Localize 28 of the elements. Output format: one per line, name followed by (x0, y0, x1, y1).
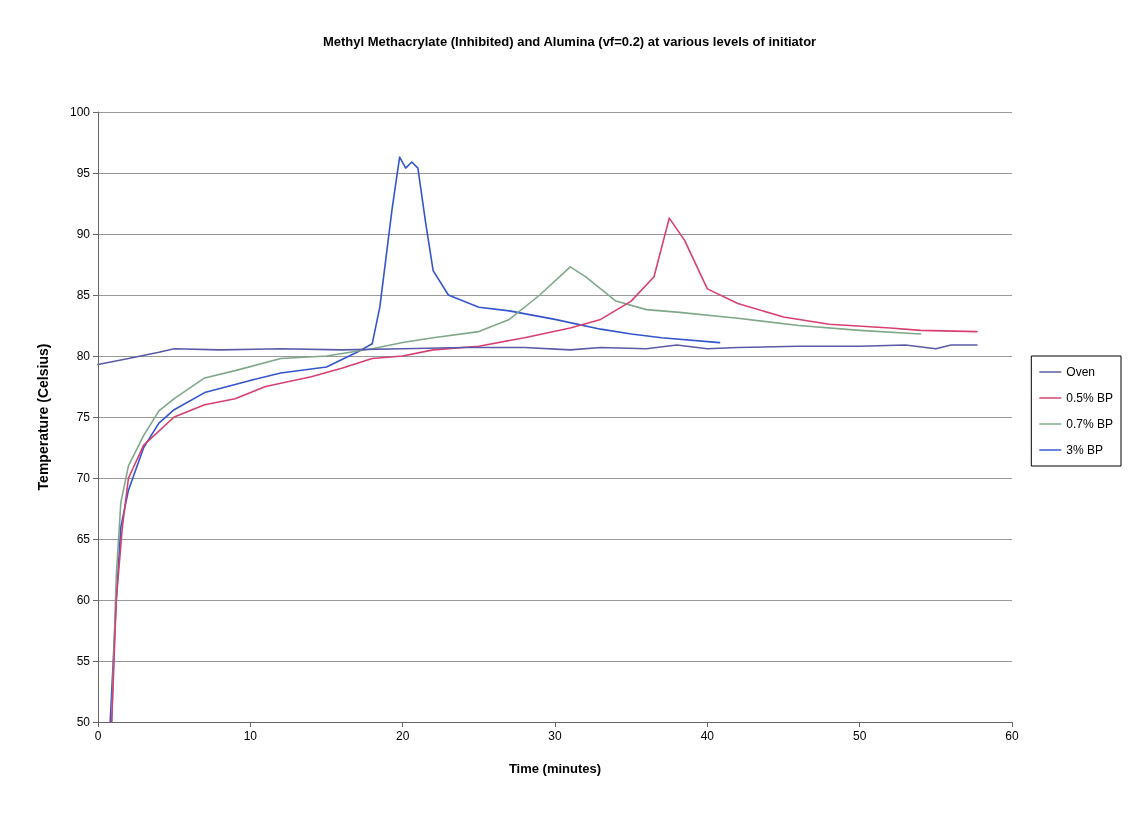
y-tick-label: 75 (76, 410, 91, 424)
x-tick-label: 50 (852, 729, 867, 743)
y-tick-label: 100 (69, 105, 91, 119)
y-axis-title: Temperature (Celsius) (35, 343, 51, 491)
x-tick-label: 60 (1005, 729, 1019, 743)
y-tick-label: 65 (76, 532, 91, 546)
y-tick-label: 70 (76, 471, 91, 485)
legend-label: 0.7% BP (1066, 417, 1114, 431)
x-tick-label: 0 (94, 729, 102, 743)
x-tick-label: 30 (548, 729, 562, 743)
x-tick-label: 40 (700, 729, 715, 743)
legend-label: Oven (1066, 365, 1095, 379)
legend-label: 3% BP (1066, 443, 1103, 457)
y-tick-label: 85 (76, 288, 91, 302)
line-series (97, 344, 978, 366)
y-tick-label: 80 (76, 349, 91, 363)
y-tick-label: 50 (76, 715, 91, 729)
line-series (110, 217, 978, 723)
x-tick-label: 20 (395, 729, 410, 743)
y-tick-label: 55 (76, 654, 91, 668)
chart-title: Methyl Methacrylate (Inhibited) and Alumina (vf=0.2) at various levels of initiator (322, 34, 817, 49)
x-axis-title: Time (minutes) (508, 761, 602, 776)
y-tick-label: 90 (76, 227, 91, 241)
y-tick-label: 60 (76, 593, 91, 607)
legend-label: 0.5% BP (1066, 391, 1114, 405)
x-tick-label: 10 (243, 729, 258, 743)
line-series (109, 156, 721, 723)
y-tick-label: 95 (76, 166, 91, 180)
